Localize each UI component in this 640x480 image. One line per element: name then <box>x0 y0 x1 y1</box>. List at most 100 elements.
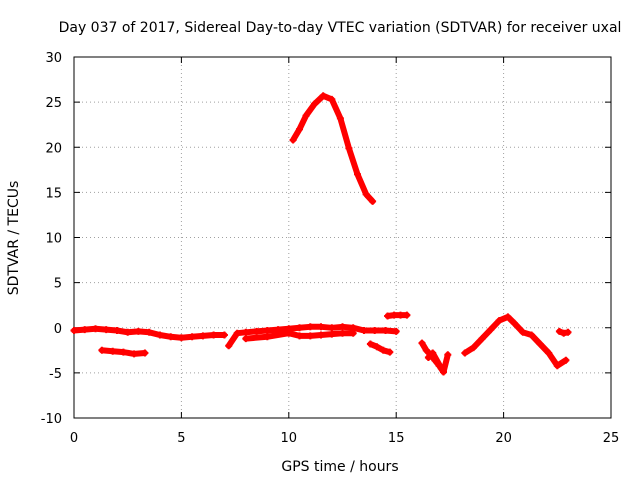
x-tick-label: 20 <box>495 431 512 446</box>
series-line <box>461 313 569 369</box>
data-point <box>345 144 353 152</box>
axis-ticks: 0 5 10 15 20 25 -10 -5 0 5 10 15 20 25 30 <box>41 51 620 446</box>
x-axis-label: GPS time / hours <box>281 459 398 475</box>
data-point <box>478 335 486 343</box>
data-point <box>504 313 512 321</box>
data-point <box>263 327 271 334</box>
series-peak-arc <box>289 92 377 205</box>
series-baseline-0-7 <box>70 325 228 342</box>
y-tick-label: -10 <box>41 412 62 427</box>
x-tick-label: 25 <box>603 431 620 446</box>
data-point <box>242 335 250 343</box>
data-point <box>373 343 381 351</box>
data-point <box>317 323 325 331</box>
y-tick-label: 10 <box>45 232 62 247</box>
data-point <box>289 136 297 144</box>
grid <box>74 57 611 418</box>
series-baseline-7-15 <box>225 323 400 350</box>
data-point <box>371 327 379 334</box>
y-tick-label: 15 <box>45 186 62 201</box>
data-point <box>545 349 553 357</box>
data-point <box>362 190 370 198</box>
x-tick-label: 10 <box>281 431 298 446</box>
data-point <box>124 328 132 336</box>
data-point <box>233 329 241 337</box>
series-hump-18-23 <box>461 313 570 370</box>
data-point <box>296 332 303 340</box>
data-point <box>382 327 389 334</box>
data-point <box>296 324 303 332</box>
data-point <box>360 327 368 334</box>
data-point <box>510 319 518 327</box>
data-point <box>177 334 185 342</box>
y-tick-label: 20 <box>45 141 62 156</box>
data-point <box>285 329 293 337</box>
series-dip-1-3 <box>98 346 149 358</box>
x-tick-label: 0 <box>70 431 78 446</box>
data-point <box>70 327 78 334</box>
data-point <box>242 328 250 336</box>
data-point <box>418 339 426 347</box>
data-point <box>102 326 110 334</box>
data-point <box>562 356 570 364</box>
x-tick-label: 15 <box>388 431 405 446</box>
data-point <box>253 327 261 335</box>
data-point <box>349 329 357 337</box>
data-point <box>564 328 572 336</box>
data-point <box>156 331 164 339</box>
data-point <box>92 325 99 333</box>
data-point <box>553 362 561 370</box>
data-point <box>306 332 314 340</box>
data-point <box>317 331 325 339</box>
series-scatter-16-late <box>424 349 445 372</box>
data-point <box>397 311 404 319</box>
data-point <box>403 311 411 319</box>
data-point <box>555 327 563 335</box>
data-point <box>210 331 218 339</box>
data-point <box>339 329 346 337</box>
series-bump-15 <box>384 311 411 320</box>
data-point <box>444 351 452 359</box>
y-tick-label: 25 <box>45 96 62 111</box>
chart-title: Day 037 of 2017, Sidereal Day-to-day VTE… <box>59 20 622 36</box>
data-point <box>145 328 153 336</box>
data-point <box>384 312 392 320</box>
y-tick-label: 5 <box>54 277 62 292</box>
data-point <box>296 125 303 133</box>
data-point <box>81 326 89 334</box>
data-point <box>354 170 361 178</box>
y-axis-label: SDTVAR / TECUs <box>6 181 22 296</box>
data-point <box>263 333 271 341</box>
data-point <box>461 349 469 357</box>
data-point <box>220 331 228 339</box>
series-line <box>425 350 445 372</box>
data-point <box>311 100 319 108</box>
data-point <box>429 349 437 357</box>
data-point <box>188 333 196 341</box>
series-end-23 <box>555 327 572 337</box>
data-point <box>306 323 314 331</box>
data-point <box>390 311 398 319</box>
y-tick-label: -5 <box>49 367 62 382</box>
data-point <box>336 114 344 122</box>
data-point <box>386 348 394 356</box>
data-point <box>470 344 477 352</box>
data-point <box>487 326 495 334</box>
x-tick-label: 5 <box>177 431 185 446</box>
series-drop-13-15 <box>366 340 394 356</box>
data-point <box>130 350 138 358</box>
data-point <box>328 95 336 103</box>
data-point <box>437 364 445 372</box>
data-point <box>339 323 346 331</box>
data-point <box>536 340 544 348</box>
y-tick-label: 0 <box>54 322 62 337</box>
data-point <box>302 112 310 120</box>
data-point <box>528 331 535 339</box>
data-point <box>328 330 336 338</box>
data-point <box>119 348 127 356</box>
data-point <box>379 346 387 354</box>
data-point <box>98 346 106 354</box>
data-point <box>519 328 527 336</box>
data-point <box>328 324 336 332</box>
